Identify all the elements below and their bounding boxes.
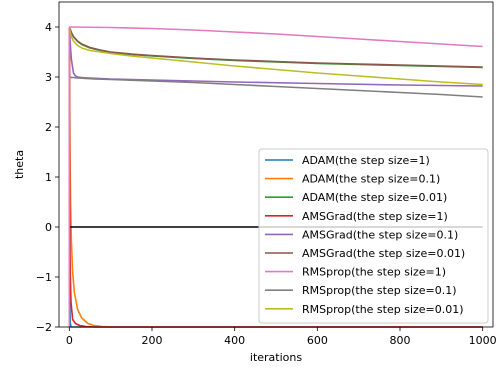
legend-label: ADAM(the step size=0.01) [302, 191, 447, 204]
legend-label: RMSprop(the step size=1) [302, 266, 446, 279]
x-tick-label: 400 [224, 334, 245, 347]
x-tick-label: 0 [66, 334, 73, 347]
legend-label: ADAM(the step size=0.1) [302, 173, 440, 186]
y-tick-label: 3 [45, 71, 52, 84]
x-tick-label: 200 [142, 334, 163, 347]
plot-frame [58, 1, 494, 328]
legend-label: ADAM(the step size=1) [302, 154, 430, 167]
x-axis-title: iterations [250, 351, 302, 364]
y-axis: −2 −1 0 1 2 3 4 [36, 21, 59, 334]
series-line-5 [68, 26, 483, 68]
series-line-6 [69, 26, 483, 48]
y-tick-label: 4 [45, 21, 52, 34]
y-tick-label: −1 [36, 271, 52, 284]
x-tick-label: 1000 [469, 334, 496, 347]
legend-label: AMSGrad(the step size=0.01) [302, 247, 465, 260]
series-line-8 [68, 26, 483, 86]
y-tick-label: 2 [45, 121, 52, 134]
legend-box [258, 148, 489, 324]
y-tick-label: 1 [45, 171, 52, 184]
legend-label: RMSprop(the step size=0.01) [302, 303, 464, 316]
y-axis-title: theta [13, 150, 26, 179]
legend: ADAM(the step size=1) ADAM(the step size=… [258, 148, 489, 324]
series-line-7 [69, 76, 483, 98]
y-tick-label: −2 [36, 321, 52, 334]
y-tick-label: 0 [45, 221, 52, 234]
x-tick-label: 800 [390, 334, 411, 347]
x-axis: 0 200 400 600 800 1000 [66, 327, 496, 347]
legend-label: AMSGrad(the step size=0.1) [302, 228, 458, 241]
x-tick-label: 600 [307, 334, 328, 347]
legend-label: RMSprop(the step size=0.1) [302, 284, 457, 297]
legend-label: AMSGrad(the step size=1) [302, 210, 448, 223]
legend-items: ADAM(the step size=1) ADAM(the step size=… [265, 154, 465, 316]
